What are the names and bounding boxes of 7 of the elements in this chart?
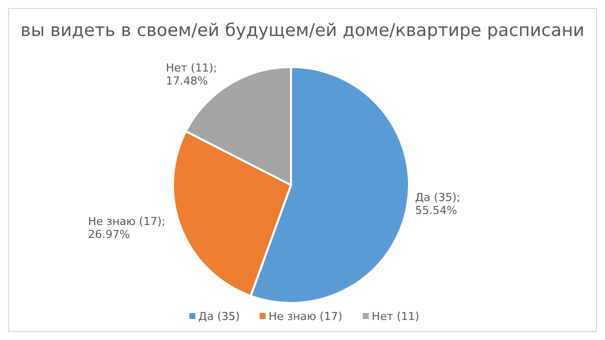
data-label: Нет (11); 17.48%	[166, 62, 218, 88]
data-label: Не знаю (17); 26.97%	[88, 215, 166, 242]
legend-label: Да (35)	[198, 310, 240, 323]
legend-label: Нет (11)	[372, 310, 420, 323]
data-label: Да (35); 55.54%	[415, 190, 460, 217]
legend-label: Не знаю (17)	[268, 310, 342, 323]
chart-title: вы видеть в своем/ей будущем/ей доме/квартире расписани	[20, 21, 584, 41]
